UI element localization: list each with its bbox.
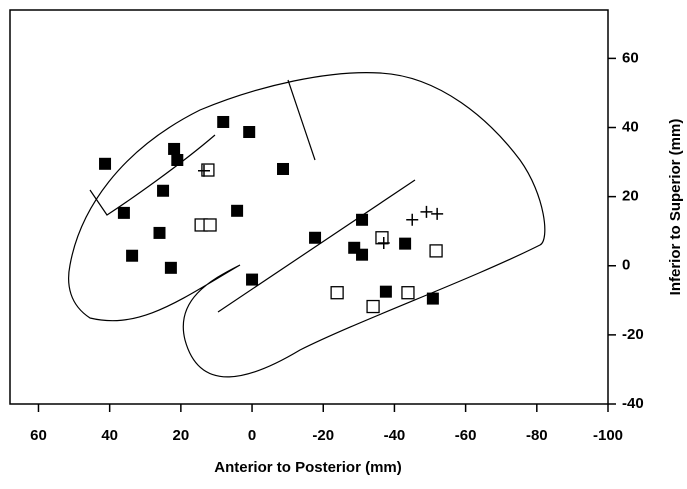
marker <box>203 218 217 232</box>
marker <box>406 213 419 226</box>
marker <box>99 157 112 170</box>
marker <box>379 285 392 298</box>
marker <box>401 286 415 300</box>
marker <box>399 237 412 250</box>
y-tick-label: 60 <box>622 49 639 66</box>
x-tick-label: -100 <box>593 427 623 444</box>
marker <box>429 244 443 258</box>
y-tick-label: -20 <box>622 326 644 343</box>
plot-frame <box>9 9 609 405</box>
marker <box>309 231 322 244</box>
marker <box>366 299 380 314</box>
x-axis-label: Anterior to Posterior (mm) <box>214 459 402 476</box>
brain-outline <box>68 72 546 378</box>
marker <box>431 207 444 220</box>
x-tick-label: 20 <box>173 427 190 444</box>
marker <box>197 164 210 177</box>
x-tick-label: -80 <box>526 427 548 444</box>
marker <box>246 273 259 286</box>
y-tick-label: 20 <box>622 188 639 205</box>
x-tick-label: 60 <box>30 427 47 444</box>
marker <box>377 236 390 249</box>
marker <box>231 204 244 217</box>
x-tick-label: -40 <box>384 427 406 444</box>
y-tick-label: 40 <box>622 118 639 135</box>
x-tick-label: -20 <box>312 427 334 444</box>
marker <box>164 261 177 274</box>
marker <box>330 286 344 300</box>
marker <box>426 292 439 305</box>
x-tick-label: -60 <box>455 427 477 444</box>
marker <box>217 115 230 128</box>
marker <box>117 206 130 219</box>
x-tick-label: 0 <box>248 427 256 444</box>
marker <box>126 249 139 262</box>
y-tick-label: -40 <box>622 395 644 412</box>
marker <box>171 153 184 166</box>
marker <box>153 226 166 239</box>
y-tick-label: 0 <box>622 257 630 274</box>
marker <box>420 205 433 218</box>
marker <box>375 231 389 245</box>
x-tick-label: 40 <box>101 427 118 444</box>
marker <box>356 213 369 226</box>
y-axis-label: Inferior to Superior (mm) <box>667 119 684 296</box>
marker <box>277 162 290 175</box>
marker <box>157 184 170 197</box>
marker <box>243 126 256 139</box>
marker <box>168 142 181 155</box>
marker <box>356 248 369 261</box>
